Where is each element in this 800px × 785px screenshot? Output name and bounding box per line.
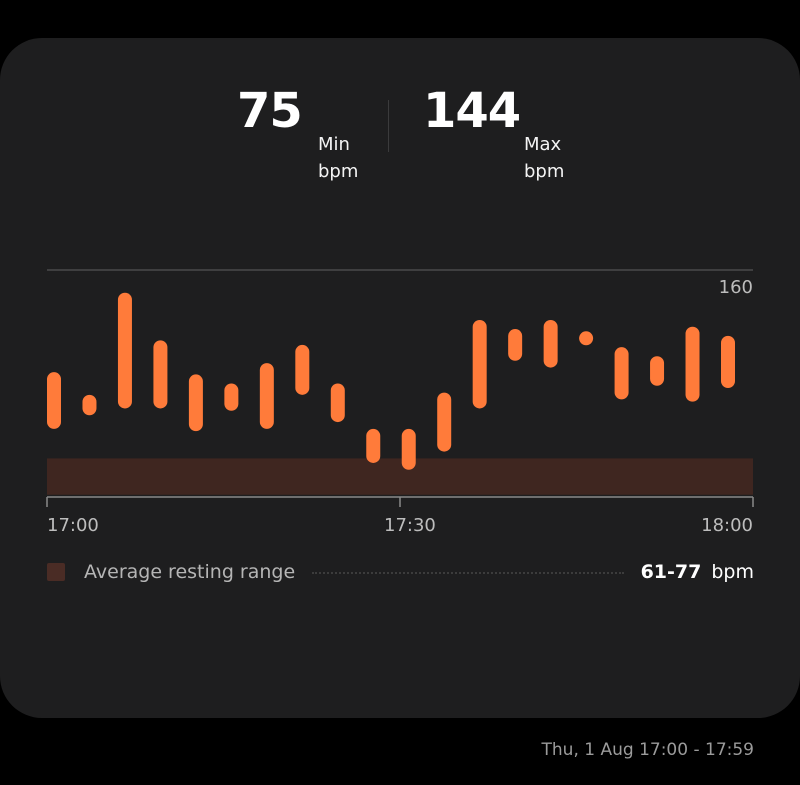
heart-rate-bar <box>401 428 416 470</box>
heart-rate-bar <box>508 329 523 361</box>
heart-rate-bar <box>437 392 452 452</box>
heart-rate-bar <box>188 374 203 432</box>
heart-rate-bar <box>366 428 381 463</box>
resting-range-value: 61-77 <box>640 561 702 583</box>
x-tick-label: 18:00 <box>701 515 753 536</box>
stat-divider <box>388 100 389 152</box>
y-max-label: 160 <box>718 277 753 298</box>
min-unit: bpm <box>318 161 359 182</box>
heart-rate-bar <box>579 331 594 346</box>
max-value: 144 <box>423 83 521 139</box>
min-label: Min <box>318 134 350 155</box>
resting-range-swatch <box>47 563 65 581</box>
heart-rate-bar <box>224 383 239 411</box>
x-tick-label: 17:30 <box>384 515 436 536</box>
resting-range-unit: bpm <box>711 561 754 583</box>
date-range: Thu, 1 Aug 17:00 - 17:59 <box>541 740 754 760</box>
resting-range-band <box>47 458 753 495</box>
heart-rate-bar <box>259 363 274 429</box>
max-label: Max <box>524 134 562 155</box>
legend-leader-line <box>312 572 624 574</box>
legend-label: Average resting range <box>84 561 296 583</box>
legend-value: 61-77 bpm <box>641 560 754 584</box>
heart-rate-bar <box>614 347 629 400</box>
max-unit: bpm <box>524 161 565 182</box>
heart-rate-bar <box>295 344 310 395</box>
heart-rate-bar <box>472 319 487 409</box>
heart-rate-bar <box>153 340 168 409</box>
x-tick-label: 17:00 <box>47 515 99 536</box>
heart-rate-bar <box>721 335 735 389</box>
heart-rate-bar <box>47 372 61 429</box>
min-value: 75 <box>237 83 303 139</box>
heart-rate-card <box>0 38 800 718</box>
heart-rate-bar <box>330 383 345 423</box>
heart-rate-bar <box>685 326 700 402</box>
heart-rate-bar <box>117 292 132 409</box>
heart-rate-bar <box>650 356 665 386</box>
heart-rate-bar <box>543 319 558 368</box>
bars-group <box>47 292 735 470</box>
heart-rate-bar <box>82 394 97 416</box>
